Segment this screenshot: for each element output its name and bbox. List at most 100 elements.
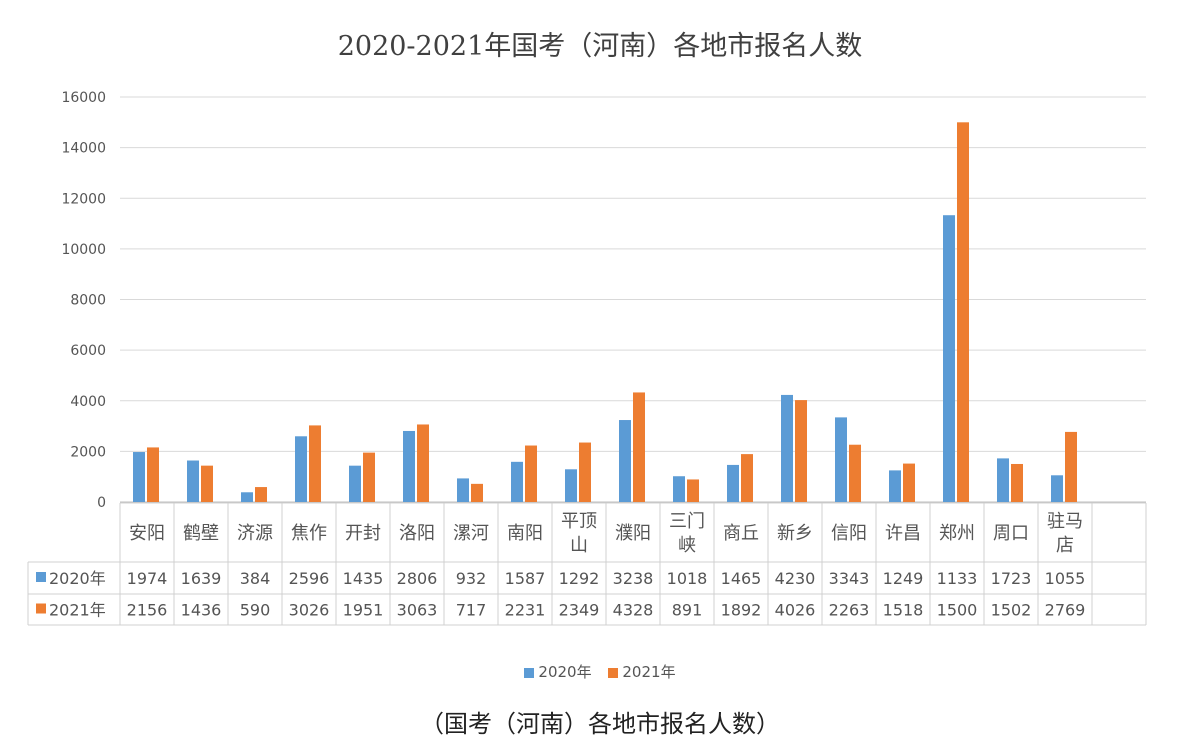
table-cell: 2596 — [289, 569, 330, 588]
table-cell: 4230 — [775, 569, 816, 588]
bar-2021 — [525, 445, 537, 502]
category-label: 店 — [1056, 535, 1074, 556]
category-label: 平顶 — [561, 511, 597, 532]
category-label: 许昌 — [885, 523, 921, 544]
y-tick-label: 12000 — [61, 191, 106, 207]
bar-2021 — [903, 463, 915, 502]
category-label: 新乡 — [777, 523, 813, 544]
legend-label-2021: 2021年 — [622, 663, 676, 681]
table-cell: 3026 — [289, 601, 330, 620]
bar-2021 — [255, 487, 267, 502]
table-cell: 1518 — [883, 601, 924, 620]
bar-2020 — [511, 461, 523, 502]
category-label: 漯河 — [453, 523, 489, 544]
bar-2020 — [1051, 475, 1063, 502]
legend-label-2020: 2020年 — [538, 663, 592, 681]
bar-2020 — [295, 436, 307, 502]
category-label: 峡 — [678, 535, 696, 556]
bar-2021 — [741, 454, 753, 502]
category-label: 济源 — [237, 523, 273, 544]
category-label: 开封 — [345, 523, 381, 544]
table-cell: 590 — [240, 601, 271, 620]
table-cell: 1892 — [721, 601, 762, 620]
table-cell: 2231 — [505, 601, 546, 620]
legend-item-2020: 2020年 — [524, 661, 592, 682]
y-tick-label: 14000 — [61, 141, 106, 157]
bar-2020 — [997, 458, 1009, 502]
bar-2020 — [889, 470, 901, 502]
bar-2020 — [619, 420, 631, 502]
table-cell: 1974 — [127, 569, 168, 588]
category-label: 商丘 — [723, 523, 759, 544]
bar-2021 — [147, 447, 159, 502]
table-cell: 2349 — [559, 601, 600, 620]
bar-2020 — [187, 460, 199, 502]
bar-2021 — [687, 479, 699, 502]
table-cell: 1249 — [883, 569, 924, 588]
table-cell: 1502 — [991, 601, 1032, 620]
bar-2021 — [795, 400, 807, 502]
bar-2020 — [781, 394, 793, 502]
legend-item-2021: 2021年 — [608, 661, 676, 682]
category-label: 三门 — [669, 511, 705, 532]
y-tick-label: 10000 — [61, 242, 106, 258]
table-legend-swatch — [36, 572, 46, 582]
y-tick-label: 6000 — [70, 343, 106, 359]
bar-2020 — [943, 215, 955, 502]
bar-2021 — [579, 442, 591, 502]
category-label: 南阳 — [507, 523, 543, 544]
legend: 2020年 2021年 — [0, 661, 1200, 682]
bar-2020 — [727, 464, 739, 502]
table-cell: 3238 — [613, 569, 654, 588]
y-tick-label: 0 — [97, 495, 106, 511]
table-cell: 1500 — [937, 601, 978, 620]
bar-2021 — [1065, 431, 1077, 502]
table-cell: 1465 — [721, 569, 762, 588]
table-cell: 2769 — [1045, 601, 1086, 620]
table-cell: 1133 — [937, 569, 978, 588]
bar-2020 — [565, 469, 577, 502]
bar-2020 — [241, 492, 253, 502]
category-label: 山 — [570, 535, 588, 556]
y-tick-label: 4000 — [70, 394, 106, 410]
table-cell: 1435 — [343, 569, 384, 588]
table-row-label: 2021年 — [49, 601, 106, 620]
bar-2021 — [201, 465, 213, 502]
bar-2021 — [957, 122, 969, 502]
table-cell: 1055 — [1045, 569, 1086, 588]
table-cell: 2806 — [397, 569, 438, 588]
category-label: 焦作 — [291, 523, 327, 544]
y-tick-label: 8000 — [70, 293, 106, 309]
table-cell: 2156 — [127, 601, 168, 620]
category-label: 信阳 — [831, 523, 867, 544]
category-label: 周口 — [993, 523, 1029, 544]
figure-caption: （国考（河南）各地市报名人数） — [420, 710, 780, 738]
table-legend-swatch — [36, 603, 46, 614]
table-cell: 1436 — [181, 601, 222, 620]
bar-2021 — [633, 392, 645, 502]
category-label: 安阳 — [129, 523, 165, 544]
table-cell: 4328 — [613, 601, 654, 620]
bar-2021 — [417, 424, 429, 502]
table-cell: 4026 — [775, 601, 816, 620]
table-cell: 1951 — [343, 601, 384, 620]
table-cell: 3063 — [397, 601, 438, 620]
table-cell: 384 — [240, 569, 271, 588]
legend-swatch-2021 — [608, 667, 619, 678]
table-cell: 1587 — [505, 569, 546, 588]
bar-2021 — [309, 425, 321, 502]
bar-2020 — [835, 417, 847, 502]
y-tick-label: 2000 — [70, 444, 106, 460]
category-label: 郑州 — [939, 523, 975, 544]
bar-2021 — [471, 483, 483, 502]
table-cell: 1639 — [181, 569, 222, 588]
bar-2020 — [133, 452, 145, 502]
table-cell: 1018 — [667, 569, 708, 588]
bar-2021 — [1011, 463, 1023, 502]
bar-2020 — [349, 465, 361, 502]
category-label: 驻马 — [1047, 511, 1083, 532]
chart-title: 2020-2021年国考（河南）各地市报名人数 — [337, 31, 863, 62]
y-tick-label: 16000 — [61, 90, 106, 106]
